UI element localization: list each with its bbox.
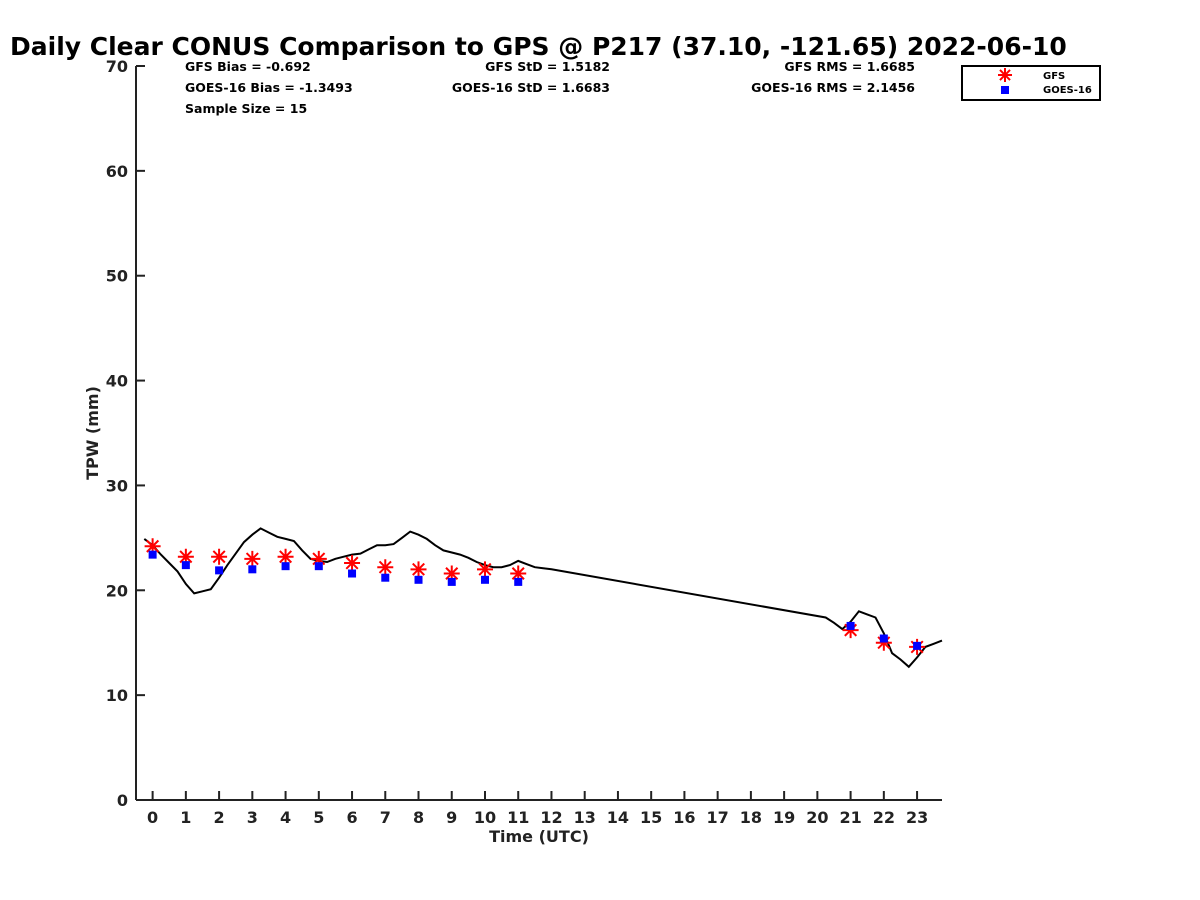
- gfs-point-shape: [443, 565, 460, 582]
- gfs-point: [211, 548, 228, 565]
- gfs-point: [443, 565, 460, 582]
- legend-gfs-asterisk-shape: [998, 68, 1012, 82]
- x-tick-label: 7: [380, 808, 391, 827]
- gfs-point-shape: [144, 538, 161, 555]
- x-tick-label: 11: [507, 808, 529, 827]
- y-tick-label: 40: [106, 372, 128, 391]
- x-tick-label: 23: [906, 808, 928, 827]
- x-tick-label: 9: [446, 808, 457, 827]
- goes-bias-text: GOES-16 Bias = -1.3493: [185, 80, 353, 95]
- gfs-point-shape: [410, 561, 427, 578]
- goes-rms-text: GOES-16 RMS = 2.1456: [751, 80, 915, 95]
- gfs-point-shape: [875, 634, 892, 651]
- gfs-point: [244, 550, 261, 567]
- goes16-point: [181, 561, 190, 570]
- goes16-point: [248, 565, 257, 574]
- x-tick-label: 4: [280, 808, 291, 827]
- legend-gfs-asterisk: [998, 68, 1012, 82]
- x-tick-label: 17: [707, 808, 729, 827]
- chart-title: Daily Clear CONUS Comparison to GPS @ P2…: [10, 32, 1067, 61]
- x-tick-label: 10: [474, 808, 496, 827]
- goes16-point: [447, 577, 456, 586]
- gfs-point: [144, 538, 161, 555]
- gfs-point: [277, 548, 294, 565]
- x-tick-label: 0: [147, 808, 158, 827]
- plot-area: [143, 527, 943, 669]
- x-tick-label: 3: [247, 808, 258, 827]
- gfs-point: [842, 622, 859, 639]
- y-tick-label: 30: [106, 476, 128, 495]
- gps-line-series: [143, 527, 943, 669]
- legend-goes-label: GOES-16: [1043, 85, 1092, 96]
- gfs-point: [344, 555, 361, 572]
- x-tick-label: 21: [839, 808, 861, 827]
- gfs-std-text: GFS StD = 1.5182: [485, 59, 610, 74]
- y-tick-label: 10: [106, 686, 128, 705]
- gfs-rms-text: GFS RMS = 1.6685: [784, 59, 915, 74]
- gfs-point: [377, 559, 394, 576]
- x-tick-label: 1: [180, 808, 191, 827]
- x-tick-label: 14: [607, 808, 629, 827]
- goes16-point: [879, 634, 888, 643]
- y-tick-label: 0: [117, 791, 128, 810]
- gfs-point: [476, 561, 493, 578]
- legend: GFS GOES-16: [961, 65, 1101, 101]
- goes16-point: [381, 573, 390, 582]
- gfs-point-shape: [344, 555, 361, 572]
- gfs-point-shape: [476, 561, 493, 578]
- goes16-point: [314, 562, 323, 571]
- legend-box: [961, 65, 1101, 101]
- x-tick-label: 13: [574, 808, 596, 827]
- stats-block: GFS Bias = -0.692 GOES-16 Bias = -1.3493…: [185, 59, 915, 116]
- gfs-point: [510, 565, 527, 582]
- x-tick-label: 15: [640, 808, 662, 827]
- x-tick-label: 2: [214, 808, 225, 827]
- gfs-point-shape: [244, 550, 261, 567]
- x-tick-label: 18: [740, 808, 762, 827]
- gfs-point: [177, 548, 194, 565]
- goes16-point: [913, 641, 922, 650]
- gfs-point-shape: [277, 548, 294, 565]
- x-tick-label: 19: [773, 808, 795, 827]
- goes16-point: [148, 550, 157, 559]
- gfs-point: [875, 634, 892, 651]
- gfs-point-shape: [177, 548, 194, 565]
- gfs-bias-text: GFS Bias = -0.692: [185, 59, 311, 74]
- goes-std-text: GOES-16 StD = 1.6683: [452, 80, 610, 95]
- y-tick-label: 50: [106, 267, 128, 286]
- y-tick-label: 70: [106, 57, 128, 76]
- goes16-point: [348, 569, 357, 578]
- x-tick-label: 8: [413, 808, 424, 827]
- gfs-point: [310, 550, 327, 567]
- goes16-point: [514, 577, 523, 586]
- x-axis-label: Time (UTC): [489, 827, 589, 846]
- gfs-point-shape: [510, 565, 527, 582]
- legend-goes-marker: [1001, 86, 1009, 94]
- x-tick-label: 16: [673, 808, 695, 827]
- legend-goes-square: [1001, 86, 1009, 94]
- gfs-point-shape: [310, 550, 327, 567]
- gfs-point-shape: [211, 548, 228, 565]
- goes16-point: [215, 566, 224, 575]
- x-tick-label: 20: [806, 808, 828, 827]
- gfs-point: [410, 561, 427, 578]
- x-tick-label: 5: [313, 808, 324, 827]
- x-tick-label: 22: [873, 808, 895, 827]
- goes16-point: [846, 621, 855, 630]
- y-tick-label: 20: [106, 581, 128, 600]
- gfs-point-shape: [842, 622, 859, 639]
- x-tick-label: 6: [346, 808, 357, 827]
- sample-size-text: Sample Size = 15: [185, 101, 307, 116]
- legend-gfs-label: GFS: [1043, 71, 1065, 82]
- x-tick-label: 12: [540, 808, 562, 827]
- legend-gfs-marker: [998, 68, 1012, 82]
- y-tick-label: 60: [106, 162, 128, 181]
- goes16-point: [414, 575, 423, 584]
- goes16-point: [480, 575, 489, 584]
- goes16-point: [281, 562, 290, 571]
- gfs-point-shape: [377, 559, 394, 576]
- y-axis-label: TPW (mm): [83, 386, 102, 480]
